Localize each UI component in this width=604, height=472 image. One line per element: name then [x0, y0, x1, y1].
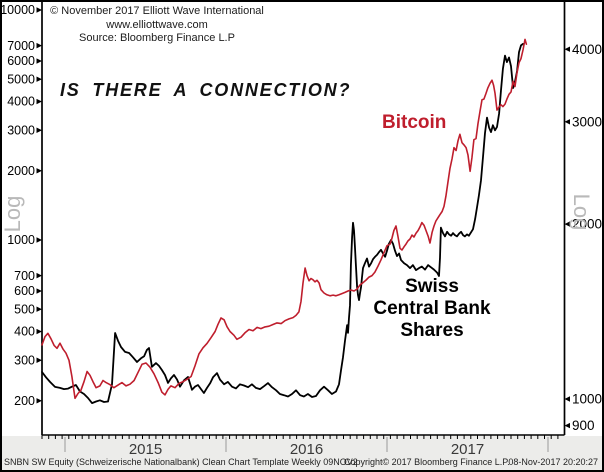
- snb-label-line2: Central Bank: [373, 298, 491, 319]
- copyright-line: © November 2017 Elliott Wave Internation…: [50, 5, 264, 17]
- right-tick-label: 4000: [572, 42, 602, 57]
- left-tick-mark: [36, 42, 42, 49]
- left-tick-label: 300: [14, 353, 35, 367]
- left-tick-mark: [36, 272, 42, 279]
- left-tick-label: 4000: [7, 95, 35, 109]
- left-tick-mark: [36, 127, 42, 133]
- right-tick-label: 3000: [572, 114, 602, 129]
- snb-line: [41, 43, 524, 404]
- right-axis-log-label: Log: [569, 193, 594, 231]
- left-tick-mark: [36, 7, 42, 13]
- bitcoin-line: [41, 38, 528, 400]
- left-tick-mark: [36, 288, 42, 294]
- left-tick-mark: [36, 237, 42, 243]
- right-tick-mark: [564, 119, 570, 125]
- left-tick-mark: [36, 98, 42, 105]
- right-tick-mark: [564, 221, 570, 227]
- left-tick-mark: [36, 328, 42, 335]
- footer-copyright-text: Copyright© 2017 Bloomberg Finance L.P.: [344, 457, 510, 467]
- x-axis-band: [2, 436, 602, 470]
- left-tick-label: 400: [14, 325, 35, 339]
- left-tick-mark: [36, 398, 42, 404]
- left-tick-mark: [36, 306, 42, 312]
- connection-annotation: IS THERE A CONNECTION?: [60, 80, 352, 100]
- left-tick-label: 10000: [0, 3, 35, 17]
- right-tick-label: 900: [572, 418, 595, 433]
- chart-header: © November 2017 Elliott Wave Internation…: [32, 5, 282, 46]
- left-tick-label: 700: [14, 269, 35, 283]
- right-tick-label: 2000: [572, 217, 602, 232]
- left-tick-mark: [36, 58, 42, 64]
- right-tick-mark: [564, 422, 570, 429]
- left-tick-label: 500: [14, 302, 35, 316]
- left-tick-label: 3000: [7, 123, 35, 137]
- snb-label-line3: Shares: [400, 320, 464, 341]
- left-tick-label: 6000: [7, 54, 35, 68]
- website-line: www.elliottwave.com: [106, 18, 208, 31]
- year-label: 2015: [129, 441, 162, 458]
- left-tick-mark: [36, 168, 42, 174]
- left-axis-log-label: Log: [0, 195, 25, 233]
- bitcoin-series-label: Bitcoin: [382, 112, 447, 133]
- left-tick-label: 2000: [7, 164, 35, 178]
- footer-timestamp: 08-Nov-2017 20:20:27: [508, 457, 598, 467]
- source-line: Source: Bloomberg Finance L.P: [79, 32, 235, 44]
- left-tick-mark: [36, 76, 42, 82]
- left-tick-label: 1000: [7, 233, 35, 247]
- snb-series-label: Swiss Central Bank Shares: [352, 276, 512, 342]
- left-tick-label: 600: [14, 284, 35, 298]
- right-tick-mark: [564, 46, 570, 52]
- left-tick-label: 200: [14, 394, 35, 408]
- left-tick-label: 7000: [7, 39, 35, 53]
- snb-label-line1: Swiss: [405, 276, 459, 297]
- left-tick-mark: [36, 357, 42, 363]
- right-tick-label: 1000: [572, 392, 602, 407]
- year-label: 2016: [290, 441, 323, 458]
- right-tick-mark: [564, 396, 570, 402]
- footer-ticker-text: SNBN SW Equity (Schweizerische Nationalb…: [4, 457, 358, 467]
- year-label: 2017: [451, 441, 484, 458]
- left-tick-label: 5000: [7, 72, 35, 86]
